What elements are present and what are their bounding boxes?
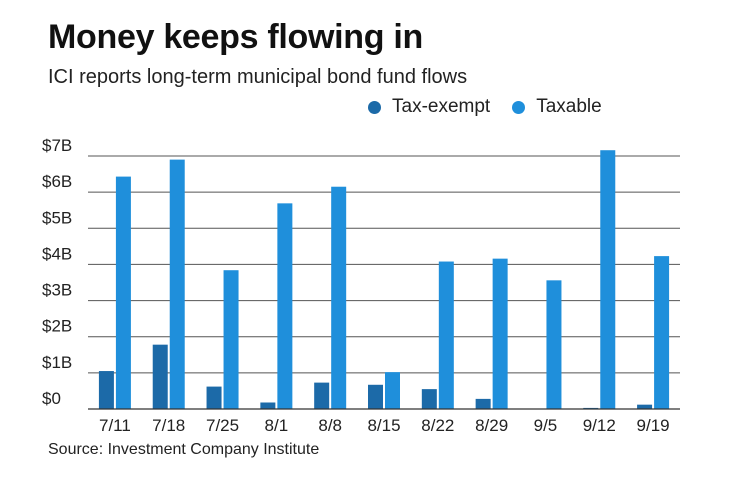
- bar-tax-exempt: [421, 389, 437, 409]
- y-tick-label: $2B: [42, 317, 72, 336]
- legend: Tax-exempt Taxable: [368, 96, 624, 118]
- bar-taxable: [385, 372, 400, 409]
- bar-taxable: [115, 176, 131, 409]
- x-tick-label: 9/12: [583, 416, 616, 435]
- y-tick-label: $5B: [42, 208, 72, 227]
- bar-tax-exempt: [637, 404, 653, 409]
- bar-taxable: [492, 258, 508, 409]
- x-tick-label: 7/11: [99, 416, 131, 435]
- chart-title: Money keeps flowing in: [48, 18, 424, 56]
- legend-swatch-taxable: [512, 100, 526, 114]
- x-tick-label: 8/29: [475, 416, 508, 435]
- x-tick-label: 8/15: [367, 416, 400, 435]
- bar-tax-exempt: [98, 371, 114, 409]
- bar-taxable: [438, 261, 454, 409]
- bar-taxable: [546, 280, 562, 409]
- legend-label-tax-exempt: Tax-exempt: [392, 96, 491, 117]
- bar-tax-exempt: [206, 386, 222, 409]
- y-tick-label: $0: [42, 389, 61, 408]
- bar-taxable: [600, 150, 616, 409]
- legend-label-taxable: Taxable: [536, 96, 602, 117]
- x-tick-label: 7/25: [206, 416, 239, 435]
- legend-item-tax-exempt: Tax-exempt: [368, 96, 490, 118]
- bar-taxable: [223, 270, 239, 409]
- y-tick-label: $6B: [42, 172, 72, 191]
- bar-tax-exempt: [368, 384, 383, 409]
- x-tick-label: 7/18: [152, 416, 185, 435]
- legend-swatch-tax-exempt: [368, 100, 381, 114]
- legend-item-taxable: Taxable: [512, 96, 602, 118]
- bar-tax-exempt: [152, 344, 168, 409]
- y-tick-label: $1B: [42, 353, 72, 372]
- bar-tax-exempt: [314, 382, 330, 409]
- x-tick-label: 8/8: [318, 416, 342, 435]
- chart-subtitle: ICI reports long-term municipal bond fun…: [48, 66, 468, 88]
- bar-tax-exempt: [260, 402, 276, 409]
- y-tick-label: $4B: [42, 244, 72, 263]
- bar-taxable: [654, 256, 670, 409]
- source-note: Source: Investment Company Institute: [48, 441, 320, 458]
- x-tick-label: 9/5: [534, 416, 558, 435]
- bar-taxable: [277, 203, 293, 409]
- bar-taxable: [169, 159, 185, 409]
- x-tick-label: 8/22: [421, 416, 454, 435]
- bar-taxable: [331, 186, 347, 409]
- x-tick-label: 9/19: [637, 416, 670, 435]
- bar-tax-exempt: [475, 398, 491, 409]
- y-tick-label: $7B: [42, 136, 72, 155]
- x-tick-label: 8/1: [265, 416, 289, 435]
- y-tick-label: $3B: [42, 281, 72, 300]
